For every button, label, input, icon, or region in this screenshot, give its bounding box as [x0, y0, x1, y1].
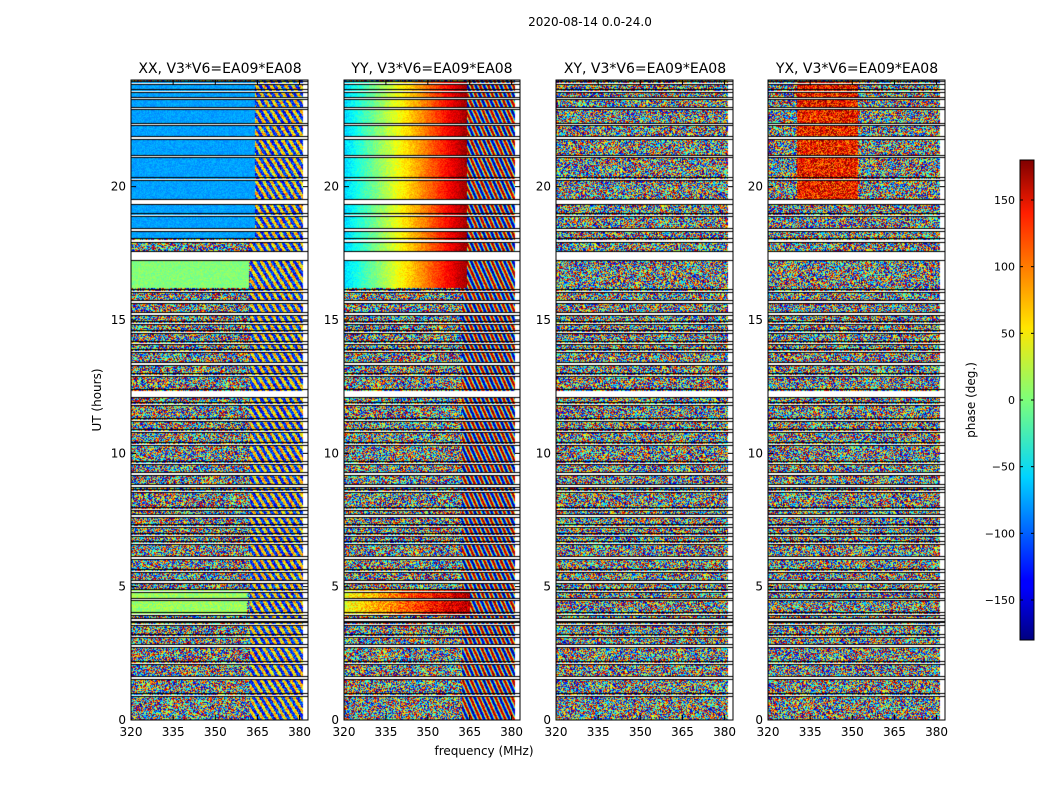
- y-tick-label: 20: [748, 180, 763, 194]
- y-tick-label: 10: [748, 446, 763, 460]
- y-tick-label: 5: [755, 580, 763, 594]
- x-tick-label: 335: [374, 725, 397, 739]
- ticks-xy: 320 335 350 365 380 0 5 10 15 20: [536, 80, 736, 739]
- y-tick-label: 0: [543, 713, 551, 727]
- y-tick-label: 15: [748, 313, 763, 327]
- x-tick-label: 335: [799, 725, 822, 739]
- y-tick-label: 15: [536, 313, 551, 327]
- panel-xx: XX, V3*V6=EA09*EA08 320 335 350 365 380 0 5 10 1…: [111, 61, 311, 739]
- panel-xy: XY, V3*V6=EA09*EA08 320 335 350 365 380 0 5 10 1…: [536, 61, 736, 739]
- x-tick-label: 320: [545, 725, 568, 739]
- heatmap-yy: [344, 80, 520, 720]
- axes-frame-xx: [130, 79, 309, 721]
- y-tick-label: 5: [118, 580, 126, 594]
- y-tick-label: 15: [324, 313, 339, 327]
- panel-title-xx: XX, V3*V6=EA09*EA08: [138, 61, 301, 77]
- y-axis-label: UT (hours): [90, 368, 104, 431]
- x-tick-label: 350: [841, 725, 864, 739]
- y-tick-label: 15: [111, 313, 126, 327]
- axes-frame-yx: [767, 79, 946, 721]
- x-tick-label: 320: [757, 725, 780, 739]
- y-tick-label: 10: [324, 446, 339, 460]
- colorbar: −150 −100 −50 0 50 100 150 phase (deg.): [964, 159, 1035, 641]
- x-tick-label: 365: [883, 725, 906, 739]
- x-tick-label: 380: [713, 725, 736, 739]
- figure-title: 2020-08-14 0.0-24.0: [528, 15, 652, 29]
- y-tick-label: 0: [755, 713, 763, 727]
- colorbar-tick-label: 50: [1001, 327, 1015, 340]
- x-tick-label: 320: [120, 725, 143, 739]
- colorbar-tick-label: 0: [1008, 394, 1015, 407]
- x-tick-label: 335: [587, 725, 610, 739]
- heatmap-yx: [768, 80, 945, 720]
- heatmap-xy: [556, 80, 733, 720]
- ticks-yy: 320 335 350 365 380 0 5 10 15 20: [324, 80, 523, 739]
- axes-frame-yy: [343, 79, 521, 721]
- axes-frame-xy: [555, 79, 734, 721]
- y-tick-label: 5: [331, 580, 339, 594]
- x-tick-label: 365: [671, 725, 694, 739]
- colorbar-tick-label: 150: [994, 194, 1015, 207]
- panel-yy: YY, V3*V6=EA09*EA08 320 335 350 365 380 0 5 10 1…: [324, 61, 523, 739]
- x-tick-label: 350: [629, 725, 652, 739]
- y-tick-label: 0: [331, 713, 339, 727]
- colorbar-label: phase (deg.): [964, 362, 978, 438]
- x-tick-label: 335: [162, 725, 185, 739]
- x-axis-label: frequency (MHz): [434, 744, 533, 758]
- y-tick-label: 20: [536, 180, 551, 194]
- x-tick-label: 320: [333, 725, 356, 739]
- colorbar-tick-label: 100: [994, 261, 1015, 274]
- x-tick-label: 380: [500, 725, 523, 739]
- y-tick-label: 10: [111, 446, 126, 460]
- colorbar-tick-label: −100: [985, 527, 1015, 540]
- x-tick-label: 365: [458, 725, 481, 739]
- x-tick-label: 350: [204, 725, 227, 739]
- y-tick-label: 5: [543, 580, 551, 594]
- panel-title-xy: XY, V3*V6=EA09*EA08: [564, 61, 726, 77]
- x-tick-label: 365: [246, 725, 269, 739]
- ticks-yx: 320 335 350 365 380 0 5 10 15 20: [748, 80, 948, 739]
- panel-title-yy: YY, V3*V6=EA09*EA08: [350, 61, 512, 77]
- panel-title-yx: YX, V3*V6=EA09*EA08: [775, 61, 938, 77]
- panel-yx: YX, V3*V6=EA09*EA08 320 335 350 365 380 0 5 10 1…: [748, 61, 948, 739]
- colorbar-tick-label: −50: [992, 461, 1015, 474]
- ticks-xx: 320 335 350 365 380 0 5 10 15 20: [111, 80, 311, 739]
- y-tick-label: 0: [118, 713, 126, 727]
- x-tick-label: 380: [925, 725, 948, 739]
- x-tick-label: 380: [288, 725, 311, 739]
- y-tick-label: 10: [536, 446, 551, 460]
- y-tick-label: 20: [111, 180, 126, 194]
- colorbar-ticks: −150 −100 −50 0 50 100 150: [985, 194, 1034, 607]
- colorbar-tick-label: −150: [985, 594, 1015, 607]
- x-tick-label: 350: [416, 725, 439, 739]
- heatmap-xx: [131, 80, 308, 720]
- y-tick-label: 20: [324, 180, 339, 194]
